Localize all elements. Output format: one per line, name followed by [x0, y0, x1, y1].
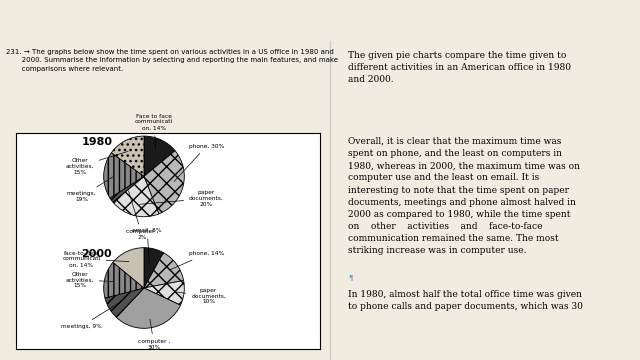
Text: phone, 30%: phone, 30%	[174, 144, 224, 181]
Text: In 1980, almost half the total office time was given
to phone calls and paper do: In 1980, almost half the total office ti…	[348, 290, 583, 311]
Text: Face to face
communicati
on, 14%: Face to face communicati on, 14%	[135, 114, 173, 149]
Wedge shape	[144, 136, 175, 176]
Text: meetings, 9%: meetings, 9%	[61, 302, 121, 329]
Text: paper
documents,
10%: paper documents, 10%	[175, 288, 226, 304]
Text: computer ,
2%: computer , 2%	[126, 191, 158, 240]
Wedge shape	[144, 151, 184, 214]
Text: The given pie charts compare the time given to
different activities in an Americ: The given pie charts compare the time gi…	[348, 51, 572, 84]
Text: email, 8%: email, 8%	[132, 228, 162, 264]
Text: Other
activities,
15%: Other activities, 15%	[65, 151, 128, 175]
Text: 2000: 2000	[81, 249, 112, 259]
Wedge shape	[144, 248, 163, 288]
Wedge shape	[105, 288, 144, 318]
Text: Overall, it is clear that the maximum time was
spent on phone, and the least on : Overall, it is clear that the maximum ti…	[348, 137, 580, 255]
Wedge shape	[116, 288, 180, 328]
Text: paper
documents,
20%: paper documents, 20%	[140, 190, 224, 207]
Text: Other
activities,
15%: Other activities, 15%	[65, 272, 113, 288]
Wedge shape	[111, 136, 144, 176]
Wedge shape	[104, 153, 144, 198]
Wedge shape	[144, 253, 184, 288]
Text: face-to-face
communicati
on, 14%: face-to-face communicati on, 14%	[63, 251, 129, 267]
Wedge shape	[144, 280, 184, 305]
Text: phone, 14%: phone, 14%	[170, 251, 224, 270]
Wedge shape	[110, 176, 144, 202]
Text: ¶: ¶	[348, 274, 353, 280]
Text: computer ,
30%: computer , 30%	[138, 319, 170, 350]
Text: 231. → The graphs below show the time spent on various activities in a US office: 231. → The graphs below show the time sp…	[6, 49, 339, 72]
Wedge shape	[113, 248, 144, 288]
Text: meetings,
19%: meetings, 19%	[67, 177, 113, 202]
Wedge shape	[104, 262, 144, 298]
Text: 1980: 1980	[81, 137, 113, 147]
Wedge shape	[113, 176, 159, 217]
